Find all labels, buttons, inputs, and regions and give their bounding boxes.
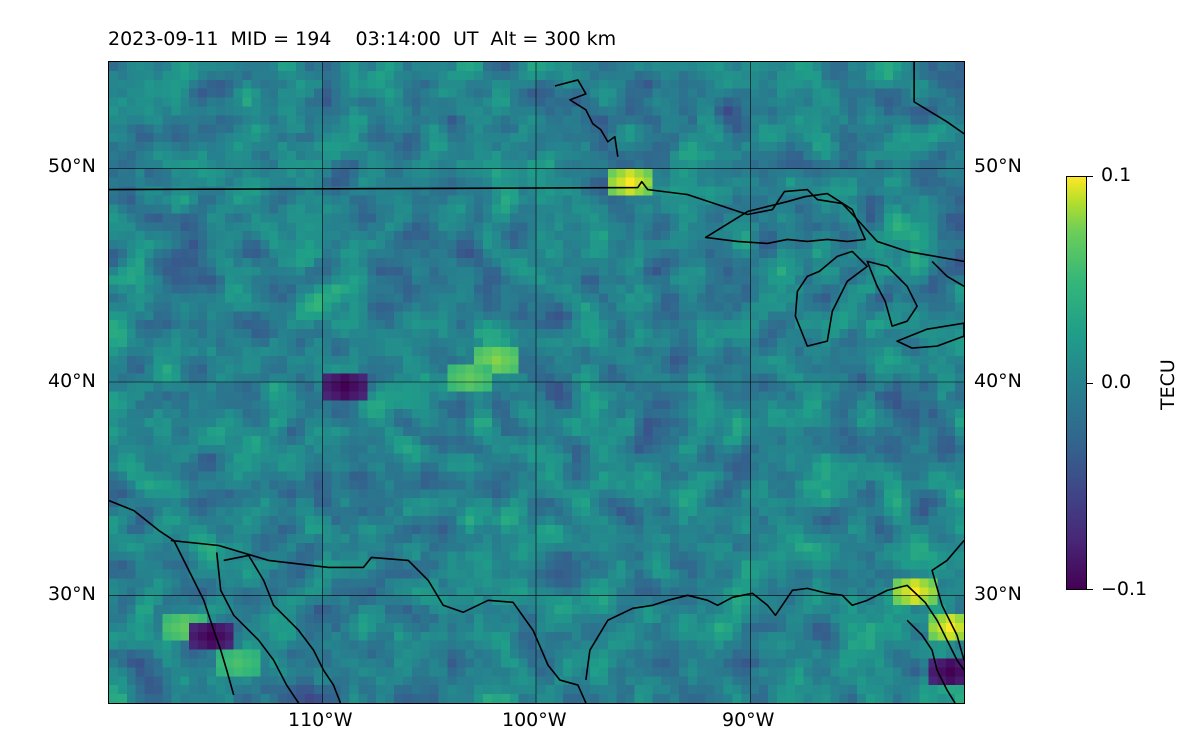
us-mexico-border	[170, 539, 587, 703]
colorbar-label-max: 0.1	[1101, 164, 1132, 186]
lat-label-30-right: 30°N	[974, 583, 1022, 605]
pacific-coast	[109, 499, 235, 696]
us-canada-border	[109, 180, 964, 263]
lat-label-30-left: 30°N	[48, 583, 96, 605]
gulf-of-california	[223, 554, 342, 703]
map-panel[interactable]	[108, 61, 965, 704]
gridlines	[109, 62, 964, 703]
hudson-bay-east	[913, 62, 964, 135]
florida-peninsula	[931, 539, 964, 661]
colorbar-tick-min	[1087, 589, 1093, 590]
gulf-coast	[585, 584, 964, 681]
lon-label-90w: 90°W	[722, 709, 775, 731]
map-title: 2023-09-11 MID = 194 03:14:00 UT Alt = 3…	[108, 28, 617, 50]
florida-west-coast	[906, 619, 956, 703]
colorbar-title: TECU	[1157, 359, 1179, 410]
lon-label-100w: 100°W	[502, 709, 567, 731]
colorbar-label-zero: 0.0	[1101, 371, 1132, 393]
lake-erie-ontario	[896, 322, 964, 349]
lat-label-40-right: 40°N	[974, 370, 1022, 392]
colorbar-tick-max	[1087, 176, 1093, 177]
great-lakes-east	[931, 260, 964, 287]
colorbar-tick-zero	[1087, 383, 1093, 384]
map-overlay	[109, 62, 964, 703]
lake-superior	[704, 192, 867, 245]
colorbar-label-min: −0.1	[1101, 578, 1148, 600]
coastlines-and-borders	[109, 62, 964, 703]
lat-label-50-left: 50°N	[48, 155, 96, 177]
baja-peninsula	[215, 552, 300, 703]
lat-label-50-right: 50°N	[974, 155, 1022, 177]
lat-label-40-left: 40°N	[48, 370, 96, 392]
hudson-bay-coast	[554, 79, 619, 157]
lake-michigan	[794, 250, 869, 347]
lake-huron	[866, 260, 918, 327]
colorbar	[1066, 176, 1087, 590]
lon-label-110w: 110°W	[288, 709, 353, 731]
